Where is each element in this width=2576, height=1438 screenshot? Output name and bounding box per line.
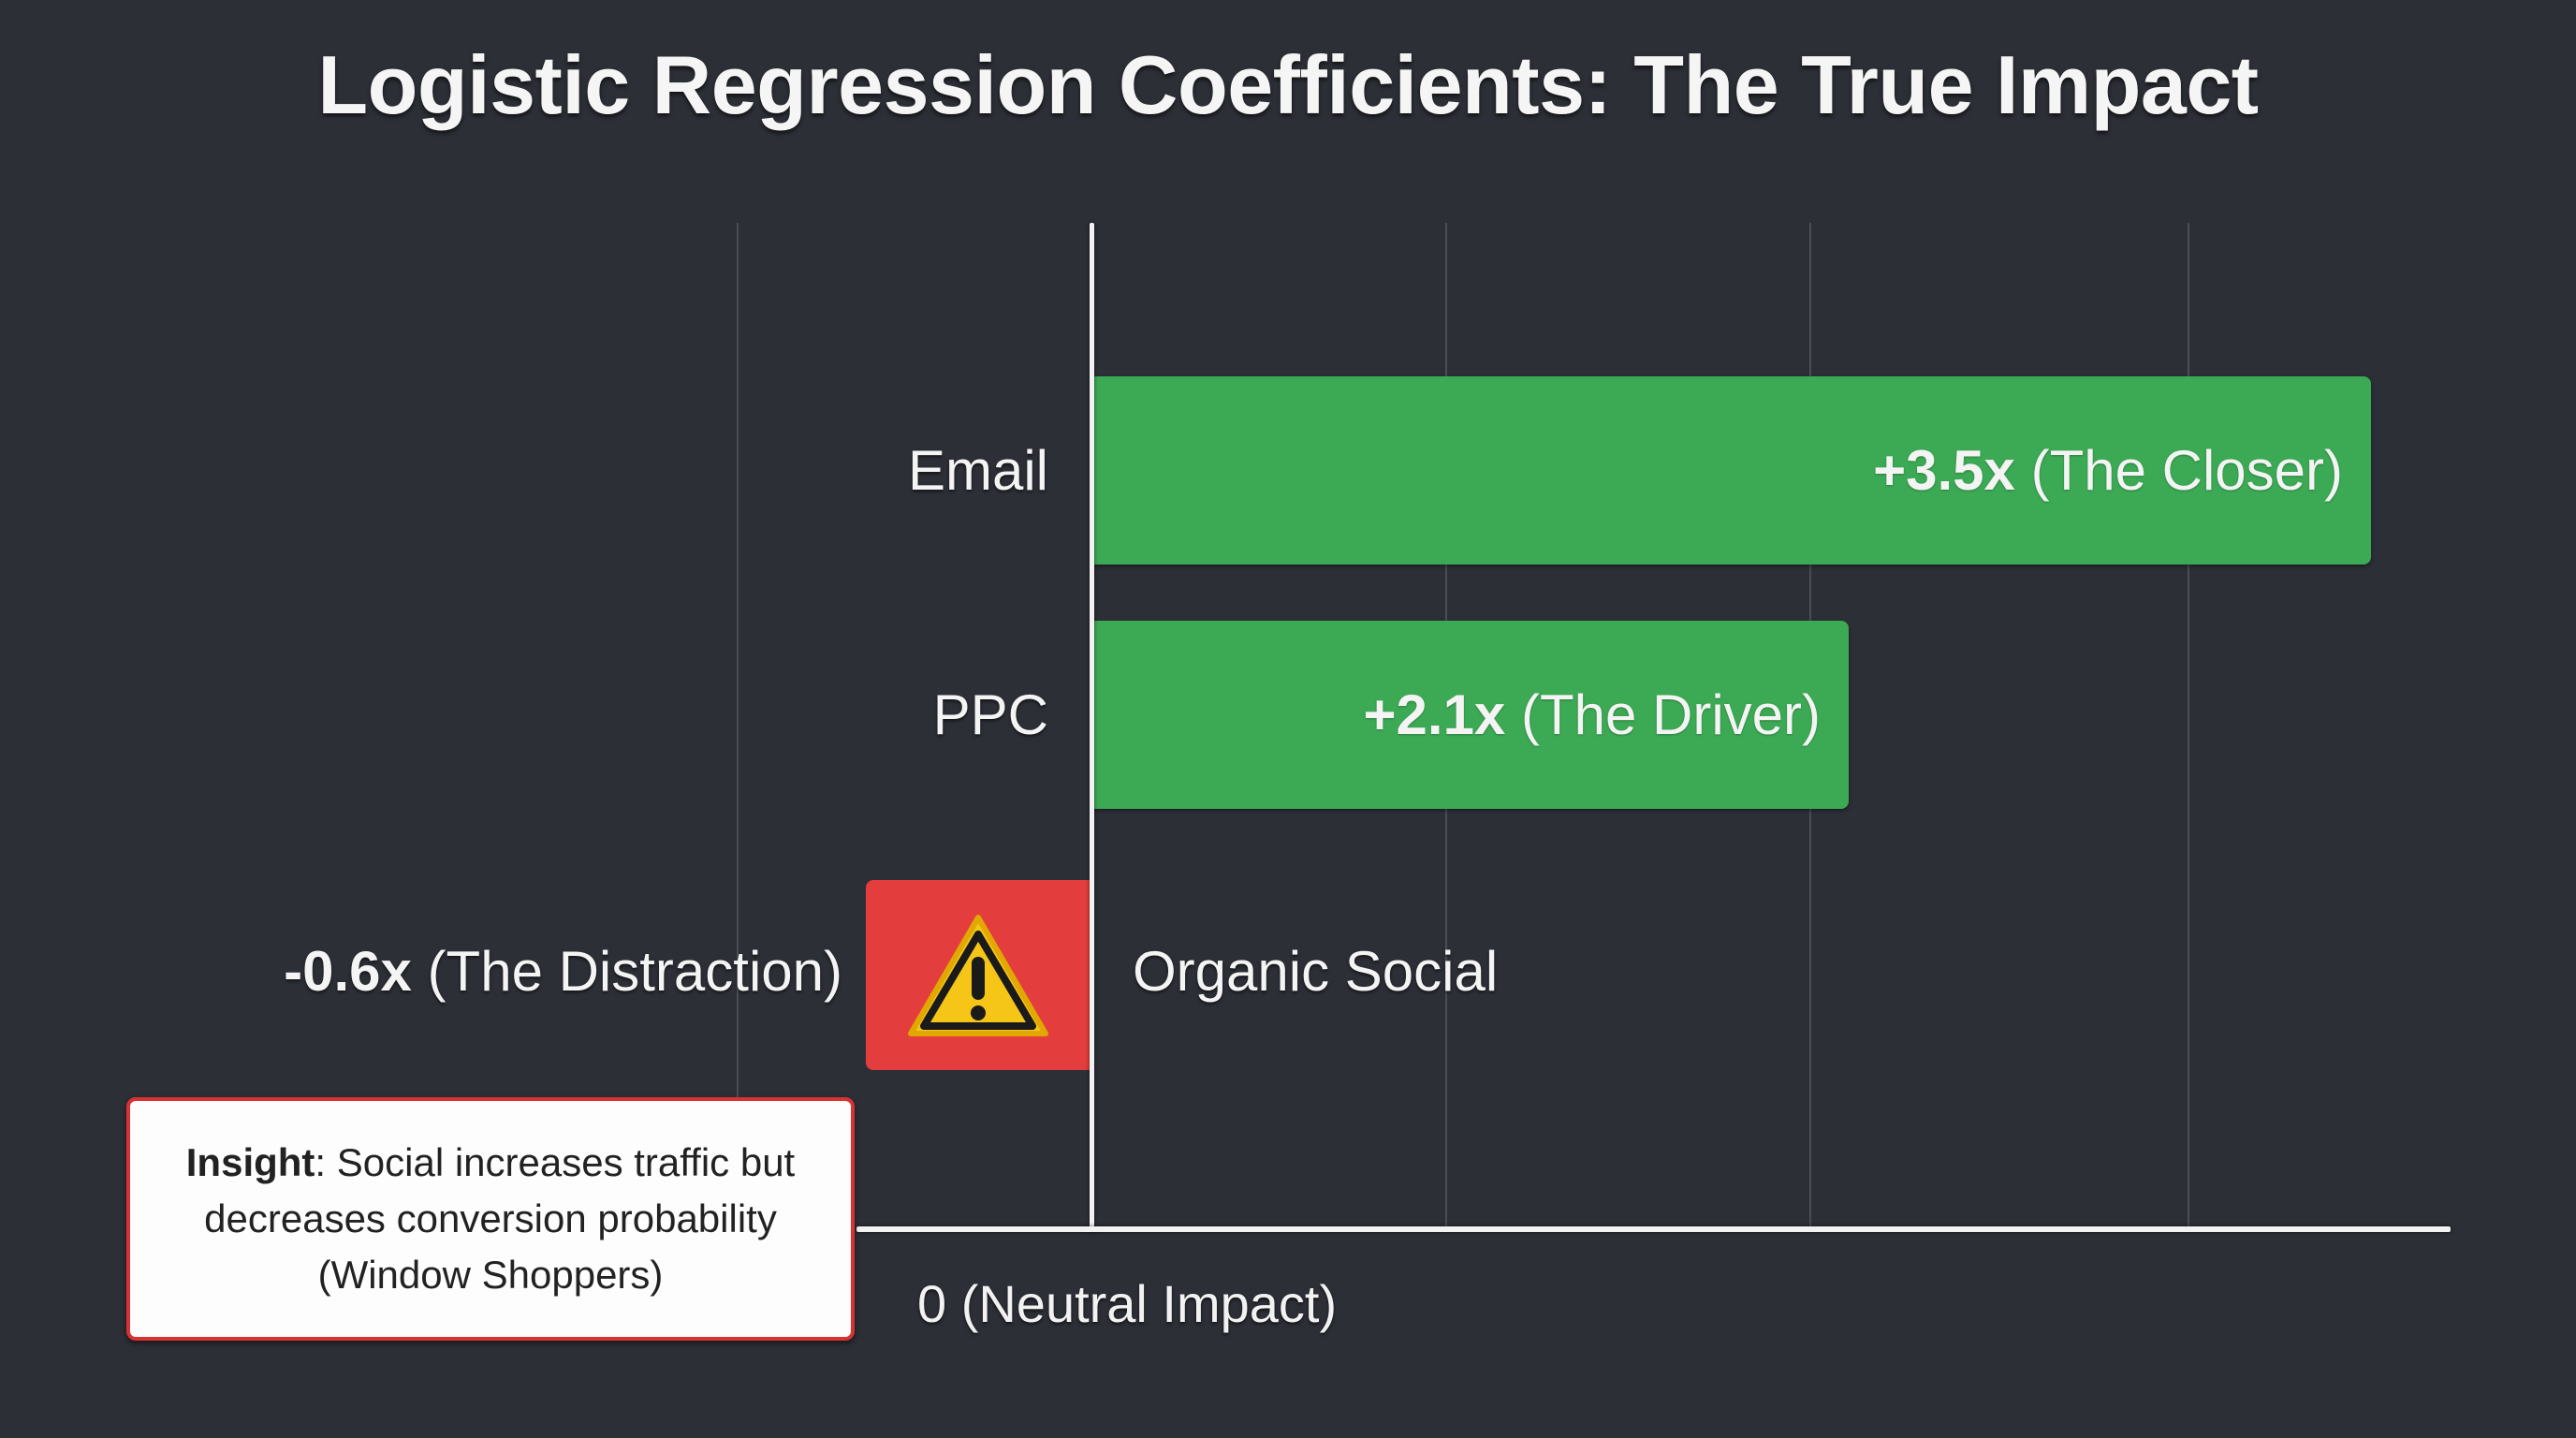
x-axis-zero-label: 0 (Neutral Impact)	[917, 1274, 1338, 1333]
chart-title: Logistic Regression Coefficients: The Tr…	[317, 38, 2259, 131]
insight-callout: Insight: Social increases traffic but de…	[126, 1097, 855, 1341]
category-label-organic-social: Organic Social	[1133, 940, 1499, 1003]
bar-organic-social	[866, 880, 1090, 1070]
bar-value-label: +3.5x (The Closer)	[1873, 439, 2343, 502]
category-label-email: Email	[907, 439, 1048, 502]
gridline	[2188, 223, 2189, 1229]
bar-email: +3.5x (The Closer)	[1093, 376, 2371, 565]
warning-icon	[908, 914, 1048, 1036]
zero-axis-line	[1090, 223, 1094, 1231]
bar-ppc: +2.1x (The Driver)	[1093, 621, 1849, 809]
category-label-ppc: PPC	[932, 683, 1048, 746]
gridline	[737, 223, 739, 1229]
x-axis-line	[856, 1226, 2451, 1232]
bar-value-label: +2.1x (The Driver)	[1363, 683, 1821, 746]
insight-label: Insight	[185, 1140, 315, 1184]
bar-value-label-organic-social: -0.6x (The Distraction)	[284, 940, 842, 1003]
